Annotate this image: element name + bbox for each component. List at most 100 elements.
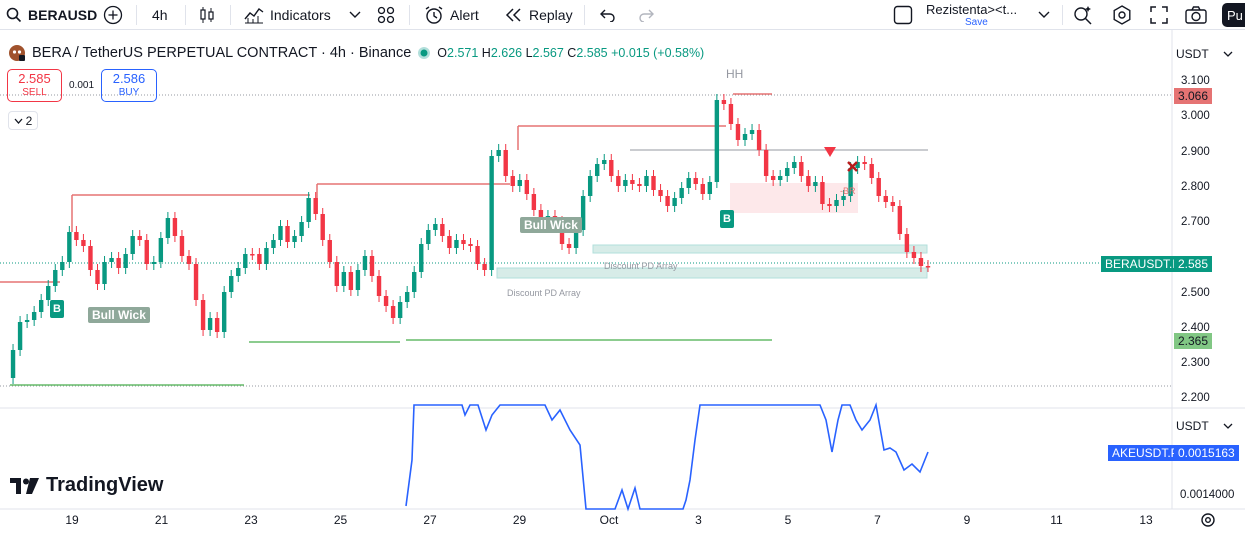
candle-body [609,160,614,176]
symbol-title[interactable]: BERA / TetherUS PERPETUAL CONTRACT · 4h … [32,45,412,61]
candle-body [890,202,896,206]
candle-body [848,168,853,196]
compare-button[interactable] [103,0,123,30]
indicators-dropdown[interactable] [349,0,361,30]
buy-button[interactable]: 2.586 BUY [101,69,157,102]
candle-body [257,254,262,264]
price-tick-label: 2.900 [1181,145,1210,158]
interval-label: 4h [152,7,168,23]
indicators-button[interactable]: Indicators [244,0,331,30]
bull-wick-label[interactable]: Bull Wick [520,217,582,233]
chevron-down-icon [1223,51,1233,57]
candle-body [834,200,839,206]
time-tick-label: 29 [512,513,527,527]
bearish-zone-box[interactable] [730,183,858,213]
price-tick-label: 3.100 [1181,75,1210,87]
candle-body [855,162,860,168]
discount-pd-array-box[interactable] [496,267,928,279]
price-tick-label: 2.500 [1181,286,1210,299]
ohlc-values: O2.571 H2.626 L2.567 C2.585 +0.015 (+0.5… [437,46,705,60]
undo-button[interactable] [600,0,616,30]
candle-body [559,222,565,244]
layout-name-button[interactable]: Rezistenta><t... Save [926,0,1017,30]
chart-type-button[interactable] [198,0,216,30]
screenshot-button[interactable] [1185,0,1207,30]
candle-body [137,236,142,240]
candle-body [897,206,903,234]
time-tick-label: 5 [784,513,792,527]
tradingview-logo[interactable]: TradingView [10,474,163,497]
chart-pane[interactable] [0,30,1245,539]
layouts-button[interactable] [377,0,395,30]
alert-button[interactable]: Alert [424,0,479,30]
candle-body [10,350,16,378]
candle-body [404,292,410,302]
candle-body [573,230,579,248]
currency-select[interactable]: USDT [1176,44,1233,64]
buy-signal-marker[interactable]: B [50,300,64,318]
time-tick-label: 21 [154,513,169,527]
publish-button[interactable]: Pu [1222,3,1245,27]
lower-currency-select[interactable]: USDT [1176,416,1233,436]
replay-button[interactable]: Replay [505,0,573,30]
interval-button[interactable]: 4h [152,0,168,30]
candle-body [313,198,318,214]
candle-body [24,320,30,322]
spread-value: 0.001 [69,80,95,91]
redo-button[interactable] [638,0,654,30]
candle-body [580,196,586,230]
publish-label: Pu [1227,7,1243,23]
fullscreen-button[interactable] [1150,0,1168,30]
candle-body [925,266,931,268]
grid-icon [377,6,395,24]
plus-circle-icon [103,5,123,25]
layout-checkbox[interactable] [893,0,913,30]
settings-button[interactable] [1112,0,1132,30]
candle-body [538,210,544,218]
candle-body [454,240,459,248]
candle-body [883,196,888,202]
candle-body [31,312,37,320]
layout-dropdown[interactable] [1038,0,1050,30]
candle-body [763,150,769,176]
lower-symbol-badge: AKEUSDT.P [1108,445,1183,461]
indicators-icon [244,8,264,24]
sell-signal-triangle-icon[interactable] [823,146,837,158]
discount-pd-array-box[interactable] [592,244,928,254]
buy-signal-marker[interactable]: B [720,210,734,228]
candle-body [376,276,382,296]
lower-axis-tick: 0.0014000 [1180,489,1235,501]
candle-body [630,180,635,184]
indicator-layers-toggle[interactable]: 2 [8,111,38,130]
candle-body [221,292,227,332]
candle-body [383,296,389,306]
candle-body [679,188,684,198]
bera-logo-icon [9,45,25,61]
cross-marker-icon[interactable] [846,160,859,173]
candle-body [665,196,670,206]
bull-wick-label[interactable]: Bull Wick [88,307,150,323]
candle-body [714,100,720,182]
candle-body [566,244,572,248]
candle-body [820,182,825,204]
current-price-badge: 2.585 [1174,256,1213,272]
candle-body [144,240,149,264]
candle-body [419,244,424,272]
candle-body [151,262,157,264]
quick-search-button[interactable] [1073,0,1093,30]
candle-body [95,270,100,284]
symbol-search[interactable]: BERAUSD [6,0,97,30]
candle-body [672,198,677,206]
candle-body [770,176,776,180]
candle-body [67,232,72,262]
candle-body [264,248,269,264]
alarm-clock-icon [425,6,443,24]
candle-body [158,238,164,262]
price-tick-label: 2.200 [1181,392,1210,405]
price-change: +0.015 (+0.58%) [611,46,705,60]
sell-button[interactable]: 2.585 SELL [7,69,62,102]
axis-settings-button[interactable] [1200,512,1216,531]
candle-body [496,150,501,156]
candle-body [278,226,283,240]
candles-series [10,94,931,384]
